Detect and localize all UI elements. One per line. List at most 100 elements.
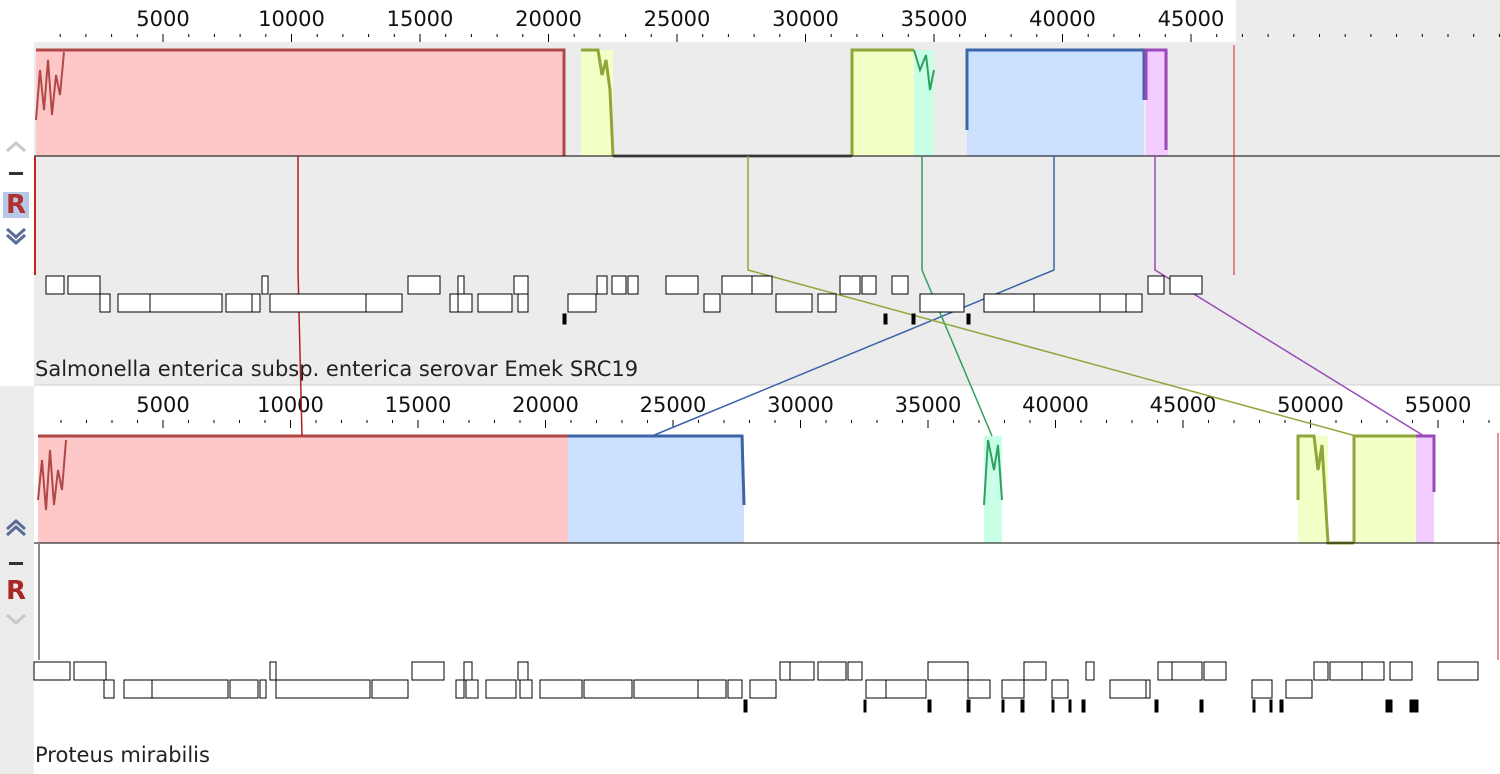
gene-feature[interactable]: [539, 679, 583, 699]
gene-feature[interactable]: [371, 679, 409, 699]
gene-feature[interactable]: [1279, 699, 1284, 713]
gene-feature[interactable]: [891, 275, 909, 295]
collapse-button[interactable]: [3, 556, 29, 570]
gene-feature[interactable]: [73, 661, 107, 681]
gene-feature[interactable]: [865, 679, 887, 699]
gene-feature[interactable]: [839, 275, 861, 295]
gene-feature[interactable]: [817, 661, 847, 681]
gene-feature[interactable]: [1409, 699, 1419, 713]
collapse-button[interactable]: [3, 166, 29, 180]
gene-feature[interactable]: [927, 661, 969, 681]
gene-feature[interactable]: [1033, 293, 1101, 313]
move-down-button[interactable]: [3, 224, 29, 246]
gene-feature[interactable]: [1125, 293, 1143, 313]
gene-feature[interactable]: [229, 679, 259, 699]
gene-feature[interactable]: [1385, 699, 1393, 713]
gene-feature[interactable]: [775, 293, 813, 313]
gene-feature[interactable]: [697, 679, 727, 699]
gene-feature[interactable]: [567, 293, 597, 313]
gene-feature[interactable]: [477, 293, 513, 313]
gene-feature[interactable]: [365, 293, 403, 313]
gene-feature[interactable]: [1313, 661, 1329, 681]
gene-feature[interactable]: [1329, 661, 1363, 681]
gene-feature[interactable]: [1051, 679, 1069, 699]
gene-feature[interactable]: [151, 679, 229, 699]
lcb-lime-block-2[interactable]: [1354, 436, 1416, 543]
gene-feature[interactable]: [743, 699, 748, 713]
gene-feature[interactable]: [517, 293, 529, 313]
gene-feature[interactable]: [465, 679, 479, 699]
gene-feature[interactable]: [927, 699, 932, 713]
gene-feature[interactable]: [1199, 699, 1204, 713]
gene-feature[interactable]: [1252, 699, 1256, 713]
gene-feature[interactable]: [1068, 699, 1072, 713]
gene-feature[interactable]: [596, 275, 608, 295]
lcb-blue-block[interactable]: [967, 50, 1144, 156]
gene-feature[interactable]: [457, 293, 473, 313]
gene-feature[interactable]: [847, 661, 863, 681]
gene-feature[interactable]: [967, 679, 991, 699]
gene-feature[interactable]: [407, 275, 441, 295]
lcb-purple-block[interactable]: [1146, 50, 1168, 156]
gene-feature[interactable]: [463, 661, 473, 681]
gene-feature[interactable]: [911, 313, 916, 325]
gene-feature[interactable]: [863, 699, 867, 713]
lcb-lime-block-2[interactable]: [852, 50, 914, 156]
reference-button[interactable]: R: [5, 576, 27, 606]
gene-feature[interactable]: [269, 293, 367, 313]
gene-feature[interactable]: [517, 661, 529, 681]
gene-feature[interactable]: [117, 293, 151, 313]
gene-feature[interactable]: [1081, 699, 1086, 713]
gene-feature[interactable]: [562, 313, 567, 325]
gene-feature[interactable]: [749, 679, 777, 699]
gene-feature[interactable]: [611, 275, 627, 295]
gene-feature[interactable]: [455, 679, 465, 699]
gene-feature[interactable]: [485, 679, 517, 699]
lcb-red-block[interactable]: [38, 436, 568, 543]
gene-feature[interactable]: [751, 275, 773, 295]
gene-feature[interactable]: [1169, 275, 1203, 295]
gene-feature[interactable]: [721, 275, 755, 295]
gene-feature[interactable]: [1020, 699, 1025, 713]
gene-feature[interactable]: [519, 679, 533, 699]
gene-feature[interactable]: [251, 293, 261, 313]
lcb-blue-block[interactable]: [568, 436, 744, 543]
gene-feature[interactable]: [817, 293, 837, 313]
gene-feature[interactable]: [123, 679, 153, 699]
gene-feature[interactable]: [966, 699, 971, 713]
gene-feature[interactable]: [99, 293, 111, 313]
gene-feature[interactable]: [45, 275, 65, 295]
gene-feature[interactable]: [1099, 293, 1127, 313]
gene-feature[interactable]: [885, 679, 927, 699]
gene-feature[interactable]: [411, 661, 445, 681]
gene-feature[interactable]: [1389, 661, 1413, 681]
gene-feature[interactable]: [1154, 699, 1159, 713]
gene-feature[interactable]: [1437, 661, 1479, 681]
gene-feature[interactable]: [1203, 661, 1227, 681]
gene-feature[interactable]: [665, 275, 699, 295]
gene-feature[interactable]: [627, 275, 639, 295]
gene-feature[interactable]: [1001, 699, 1005, 713]
reference-button[interactable]: R: [3, 192, 29, 218]
gene-feature[interactable]: [275, 679, 371, 699]
gene-feature[interactable]: [1109, 679, 1147, 699]
gene-feature[interactable]: [259, 679, 267, 699]
lcb-red-block[interactable]: [36, 50, 564, 156]
gene-feature[interactable]: [1145, 679, 1151, 699]
gene-feature[interactable]: [883, 313, 888, 325]
gene-feature[interactable]: [583, 679, 633, 699]
move-up-button[interactable]: [3, 518, 29, 540]
gene-feature[interactable]: [1023, 661, 1047, 681]
gene-feature[interactable]: [261, 275, 269, 295]
gene-feature[interactable]: [983, 293, 1035, 313]
gene-feature[interactable]: [727, 679, 743, 699]
gene-feature[interactable]: [966, 313, 971, 325]
lcb-purple-block[interactable]: [1416, 436, 1434, 543]
gene-feature[interactable]: [1001, 679, 1025, 699]
gene-feature[interactable]: [269, 661, 277, 681]
gene-feature[interactable]: [67, 275, 101, 295]
gene-feature[interactable]: [457, 275, 465, 295]
move-down-button[interactable]: [3, 610, 29, 632]
gene-feature[interactable]: [1361, 661, 1385, 681]
gene-feature[interactable]: [103, 679, 115, 699]
